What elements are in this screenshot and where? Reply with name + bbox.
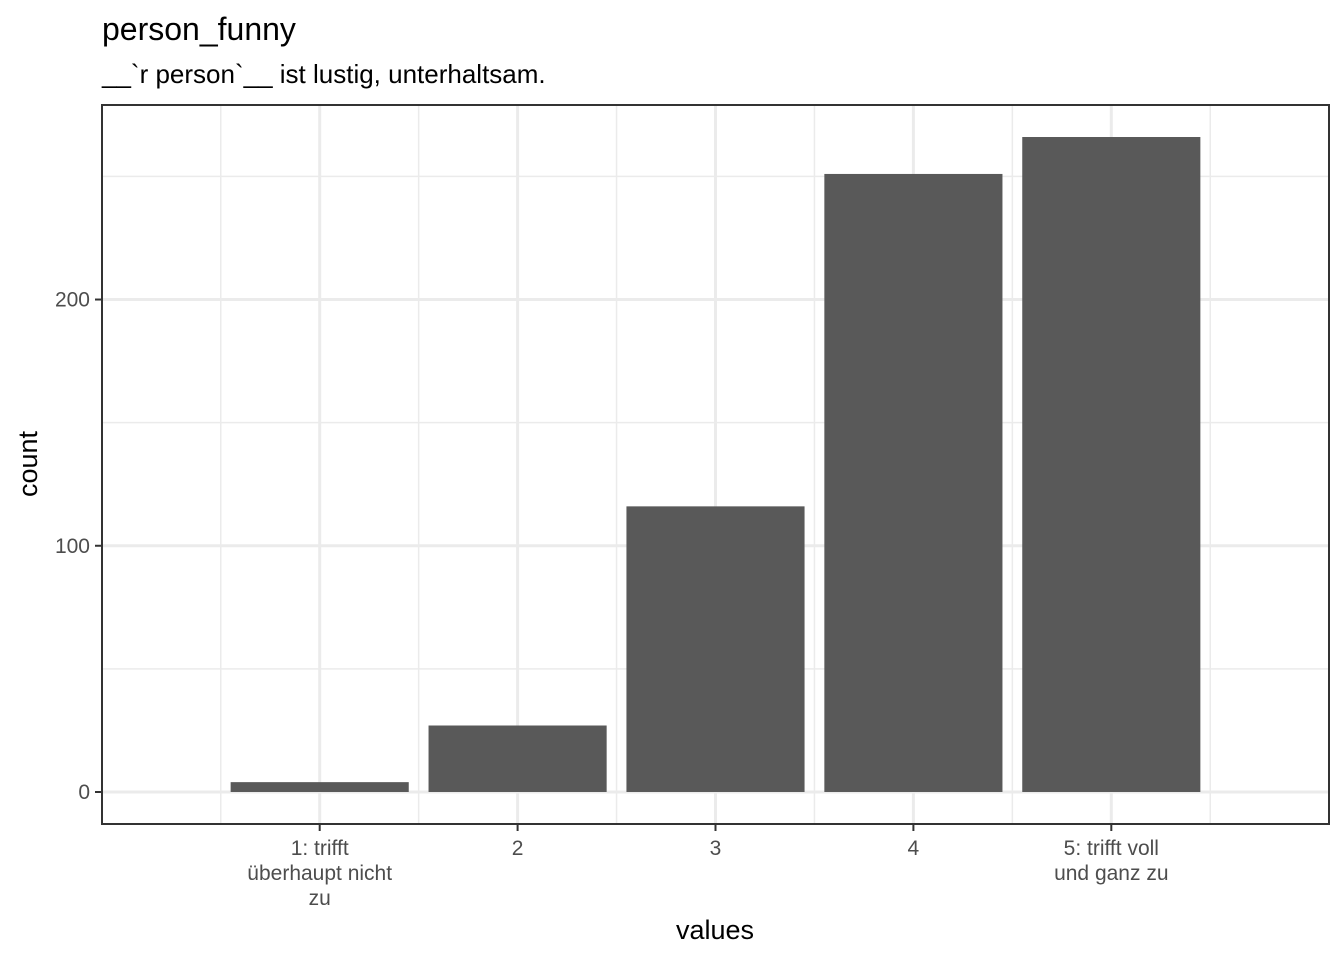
x-axis: 1: trifft überhaupt nicht zu 2 3 4 5: trifft v… xyxy=(247,824,1169,910)
y-tick-label: 0 xyxy=(78,781,90,804)
bar xyxy=(230,782,409,792)
y-axis-title: count xyxy=(13,430,43,497)
x-tick-label: 3 xyxy=(710,837,722,860)
x-tick-label: 1: trifft überhaupt nicht zu xyxy=(247,837,392,910)
y-axis: 0 100 200 xyxy=(55,289,102,804)
bar xyxy=(1022,137,1201,792)
x-tick-label: 4 xyxy=(908,837,920,860)
y-tick-label: 200 xyxy=(55,289,90,312)
bar xyxy=(428,725,607,792)
bars xyxy=(230,137,1201,792)
bar xyxy=(824,173,1003,792)
x-axis-title: values xyxy=(676,915,754,945)
bar xyxy=(626,506,805,792)
chart-subtitle: __`r person`__ ist lustig, unterhaltsam. xyxy=(101,59,546,89)
y-tick-label: 100 xyxy=(55,535,90,558)
x-tick-label: 2 xyxy=(512,837,524,860)
chart-title: person_funny xyxy=(102,11,296,47)
x-tick-label: 5: trifft voll und ganz zu xyxy=(1054,837,1168,885)
